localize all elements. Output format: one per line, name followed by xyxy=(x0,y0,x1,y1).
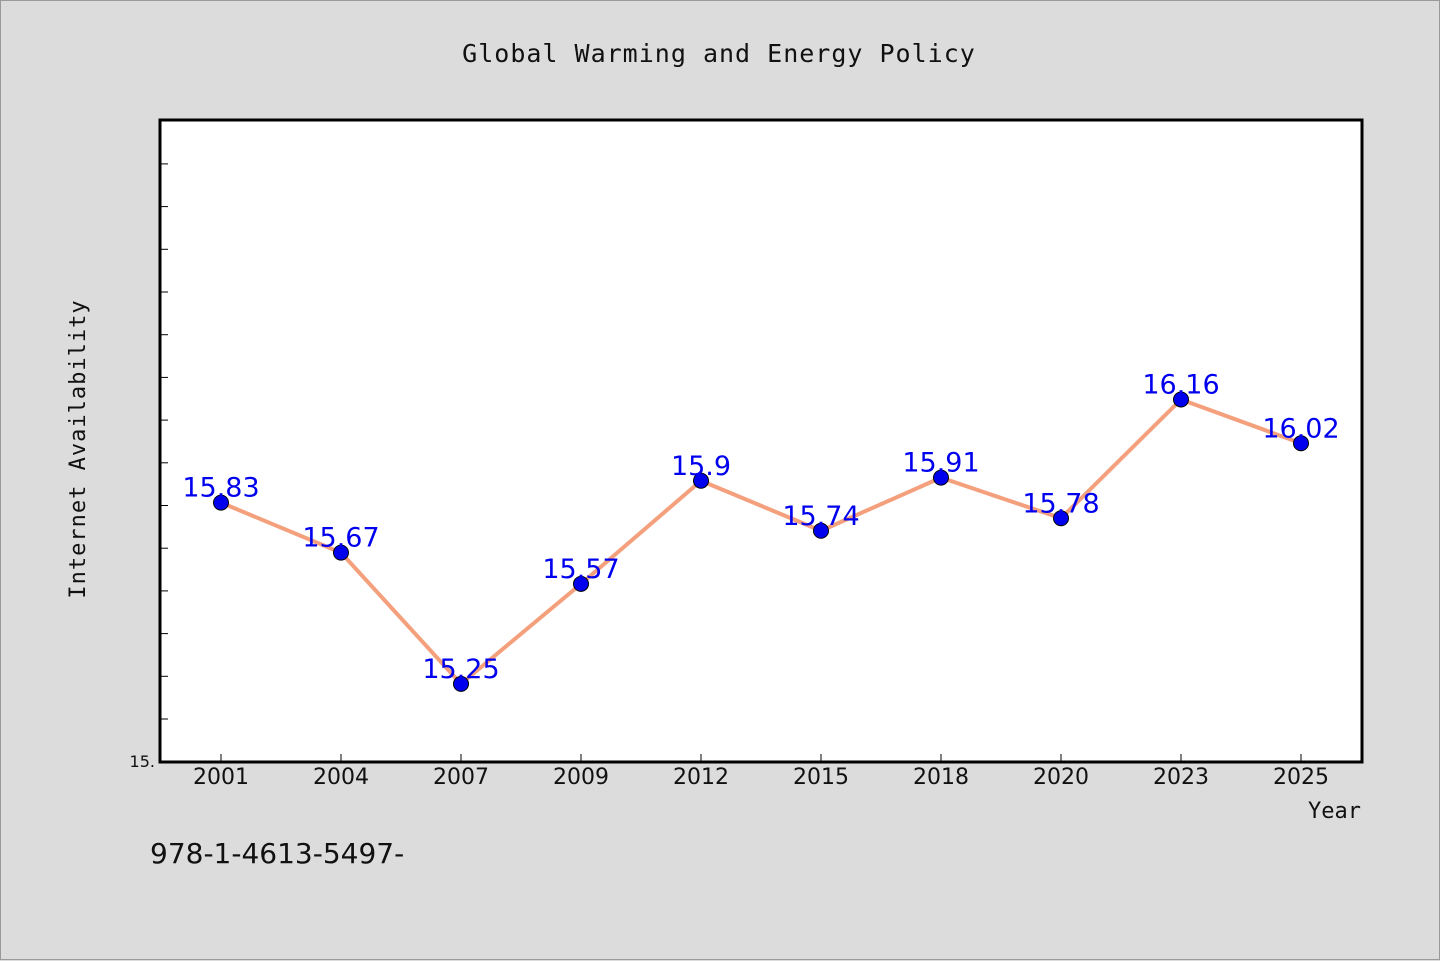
y-axis-label: Internet Availability xyxy=(66,299,91,598)
x-tick-label: 2018 xyxy=(913,765,969,790)
data-point-marker xyxy=(213,494,229,511)
data-point-marker xyxy=(1293,435,1309,452)
x-tick-label: 2001 xyxy=(193,765,249,790)
data-label: 16.02 xyxy=(1262,413,1339,444)
data-point-marker xyxy=(933,469,949,486)
x-tick-label: 2023 xyxy=(1153,765,1209,790)
data-label: 15.74 xyxy=(782,501,859,532)
x-tick-label: 2007 xyxy=(433,765,489,790)
data-label: 16.16 xyxy=(1142,370,1219,401)
data-label: 15.78 xyxy=(1022,488,1099,519)
data-points xyxy=(213,391,1309,692)
data-point-marker xyxy=(453,675,469,692)
data-point-marker xyxy=(813,522,829,539)
x-tick-label: 2025 xyxy=(1273,765,1329,790)
x-tick-label: 2009 xyxy=(553,765,609,790)
data-point-marker xyxy=(1173,391,1189,408)
x-axis-ticks: 2001 2004 2007 2009 2012 2015 2018 2020 2023 2025 xyxy=(193,754,1329,790)
data-labels: 15.83 15.67 15.25 15.57 15.9 15.74 15.91 15.78 1… xyxy=(182,370,1339,685)
x-tick-label: 2004 xyxy=(313,765,369,790)
plot-area xyxy=(158,118,1364,764)
y-tick-label: 15. xyxy=(130,752,155,771)
data-label: 15.67 xyxy=(302,523,379,554)
series-line xyxy=(220,397,1302,686)
series-line-group xyxy=(220,397,1302,686)
data-label: 15.9 xyxy=(671,451,731,482)
data-label: 15.91 xyxy=(902,448,979,479)
data-label: 15.83 xyxy=(182,473,259,504)
x-tick-label: 2015 xyxy=(793,765,849,790)
x-axis-label: Year xyxy=(1308,799,1361,824)
y-axis-ticks xyxy=(160,163,168,720)
chart-title: Global Warming and Energy Policy xyxy=(462,39,976,68)
data-label: 15.57 xyxy=(542,554,619,585)
footer-id-text: 978-1-4613-5497- xyxy=(150,837,404,870)
data-label: 15.25 xyxy=(422,654,499,685)
data-point-marker xyxy=(333,544,349,561)
x-tick-label: 2020 xyxy=(1033,765,1089,790)
data-point-marker xyxy=(693,472,709,489)
x-tick-label: 2012 xyxy=(673,765,729,790)
data-point-marker xyxy=(1053,510,1069,527)
data-point-marker xyxy=(573,575,589,592)
